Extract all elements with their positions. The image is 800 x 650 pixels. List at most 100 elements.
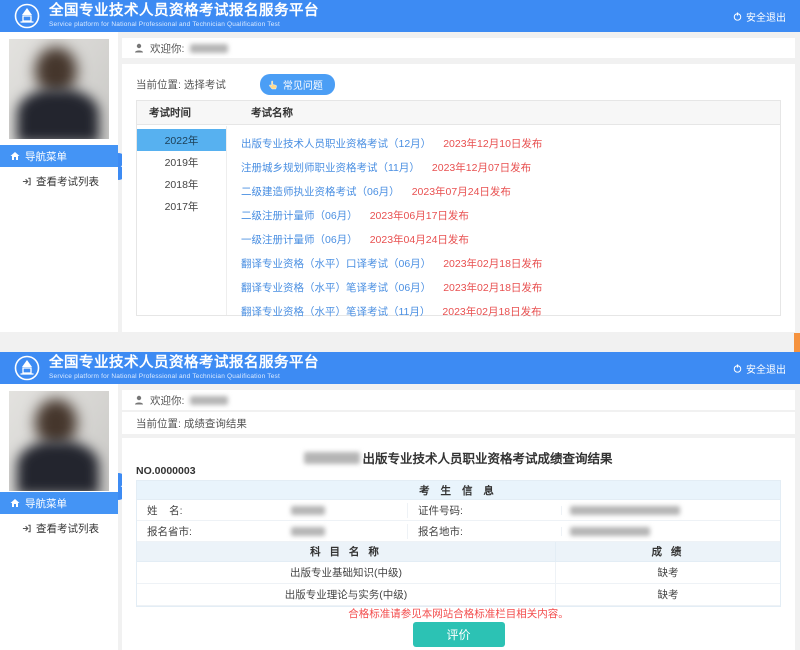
sidebar: 导航菜单 查看考试列表	[0, 384, 118, 650]
username-redacted	[190, 395, 229, 405]
welcome-bar: 欢迎你:	[122, 390, 795, 410]
app-header: 全国专业技术人员资格考试报名服务平台 Service platform for …	[0, 352, 800, 384]
exam-name-link[interactable]: 出版专业技术人员职业资格考试（12月）	[241, 137, 432, 150]
col-header-score: 成 绩	[554, 542, 780, 561]
view-exam-list-label: 查看考试列表	[36, 522, 99, 535]
exam-list-item[interactable]: 出版专业技术人员职业资格考试（12月） 2023年12月10日发布	[241, 131, 780, 155]
serial-number: NO.0000003	[136, 465, 196, 477]
exam-name-link[interactable]: 二级建造师执业资格考试（06月）	[241, 185, 400, 198]
sidebar-item-view-exam-list[interactable]: 查看考试列表	[0, 172, 118, 190]
exam-publish-date: 2023年12月10日发布	[443, 137, 543, 150]
welcome-label: 欢迎你:	[150, 42, 185, 55]
result-title-text: 出版专业技术人员职业资格考试成绩查询结果	[362, 452, 613, 466]
exam-name-link[interactable]: 翻译专业资格（水平）笔译考试（11月）	[241, 305, 431, 318]
exam-publish-date: 2023年02月18日发布	[443, 281, 543, 294]
faq-button[interactable]: 常见问题	[259, 74, 335, 95]
year-item[interactable]: 2018年	[164, 178, 199, 191]
year-item[interactable]: 2019年	[164, 156, 199, 169]
home-icon	[10, 152, 20, 160]
candidate-info-table: 考 生 信 息 姓 名: 证件号码: 报名省市: 报名地市: 科 目 名 称 成…	[136, 480, 781, 607]
user-icon	[135, 395, 143, 405]
exam-name-link[interactable]: 一级注册计量师（06月）	[241, 233, 358, 246]
power-icon	[733, 11, 742, 21]
exam-list-item[interactable]: 翻译专业资格（水平）笔译考试（11月） 2023年02月18日发布	[241, 299, 780, 323]
exam-publish-date: 2023年02月18日发布	[443, 257, 543, 270]
name-label: 姓 名:	[147, 504, 183, 517]
breadcrumb: 当前位置: 选择考试	[136, 79, 226, 91]
page-title: 全国专业技术人员资格考试报名服务平台	[49, 2, 319, 19]
city-label: 报名地市:	[407, 523, 561, 539]
candidate-info-header: 考 生 信 息	[137, 481, 780, 500]
app-header: 全国专业技术人员资格考试报名服务平台 Service platform for …	[0, 0, 800, 32]
sidebar-nav-menu[interactable]: 导航菜单	[0, 492, 118, 514]
exam-name-link[interactable]: 翻译专业资格（水平）笔译考试（06月）	[241, 281, 432, 294]
evaluate-button[interactable]: 评价	[412, 622, 505, 647]
exam-list-item[interactable]: 二级建造师执业资格考试（06月） 2023年07月24日发布	[241, 179, 780, 203]
year-item[interactable]: 2017年	[164, 200, 199, 213]
exam-list-item[interactable]: 翻译专业资格（水平）笔译考试（06月） 2023年02月18日发布	[241, 275, 780, 299]
year-list: 2022年 2019年 2018年 2017年	[137, 126, 227, 315]
platform-logo-icon	[14, 3, 40, 29]
sidebar-item-view-exam-list[interactable]: 查看考试列表	[0, 519, 118, 537]
city-value-redacted	[570, 526, 651, 536]
logout-button[interactable]: 安全退出	[733, 9, 786, 24]
exam-name-link[interactable]: 翻译专业资格（水平）口译考试（06月）	[241, 257, 432, 270]
nav-menu-label: 导航菜单	[25, 150, 67, 163]
enter-arrow-icon	[22, 524, 31, 532]
result-title: 出版专业技术人员职业资格考试成绩查询结果	[122, 438, 795, 467]
exam-publish-date: 2023年07月24日发布	[411, 185, 511, 198]
id-number-value-redacted	[570, 505, 681, 515]
col-header-exam-time: 考试时间	[149, 107, 191, 119]
name-value-redacted	[291, 505, 326, 515]
nav-menu-label: 导航菜单	[25, 497, 67, 510]
id-number-label: 证件号码:	[407, 502, 561, 518]
section-score-result: 全国专业技术人员资格考试报名服务平台 Service platform for …	[0, 352, 800, 650]
subject-row: 出版专业理论与实务(中级) 缺考	[137, 584, 780, 606]
exam-list-item[interactable]: 注册城乡规划师职业资格考试（11月） 2023年12月07日发布	[241, 155, 780, 179]
subject-name: 出版专业基础知识(中级)	[289, 567, 402, 579]
home-icon	[10, 499, 20, 507]
section-exam-selection: 全国专业技术人员资格考试报名服务平台 Service platform for …	[0, 0, 800, 352]
logout-label: 安全退出	[746, 12, 786, 24]
col-header-exam-name: 考试名称	[251, 107, 293, 119]
sidebar-nav-menu[interactable]: 导航菜单	[0, 145, 118, 167]
exam-list: 出版专业技术人员职业资格考试（12月） 2023年12月10日发布 注册城乡规划…	[227, 126, 780, 318]
subject-score: 缺考	[554, 562, 780, 583]
breadcrumb: 当前位置: 成绩查询结果	[122, 412, 795, 434]
exam-publish-date: 2023年04月24日发布	[369, 233, 469, 246]
exam-list-item[interactable]: 翻译专业资格（水平）口译考试（06月） 2023年02月18日发布	[241, 251, 780, 275]
subject-score: 缺考	[554, 584, 780, 605]
view-exam-list-label: 查看考试列表	[36, 175, 99, 188]
breadcrumb-label: 当前位置: 成绩查询结果	[136, 417, 247, 430]
username-redacted	[190, 43, 229, 53]
exam-list-item[interactable]: 二级注册计量师（06月） 2023年06月17日发布	[241, 203, 780, 227]
exam-publish-date: 2023年02月18日发布	[442, 305, 542, 318]
user-photo	[9, 391, 109, 491]
exam-publish-date: 2023年12月07日发布	[431, 161, 532, 174]
pass-standard-notice: 合格标准请参见本网站合格标准栏目相关内容。	[348, 608, 569, 620]
score-result-panel: 出版专业技术人员职业资格考试成绩查询结果 NO.0000003 考 生 信 息 …	[122, 438, 795, 650]
year-item[interactable]: 2022年	[137, 129, 226, 151]
province-label: 报名省市:	[147, 525, 192, 538]
user-photo	[9, 39, 109, 139]
exam-list-item[interactable]: 一级注册计量师（06月） 2023年04月24日发布	[241, 227, 780, 251]
sidebar: 导航菜单 查看考试列表	[0, 32, 118, 332]
power-icon	[733, 363, 742, 373]
enter-arrow-icon	[22, 177, 31, 185]
subject-name: 出版专业理论与实务(中级)	[284, 589, 408, 601]
logout-button[interactable]: 安全退出	[733, 361, 786, 376]
col-header-subject-name: 科 目 名 称	[310, 546, 382, 558]
exam-selection-panel: 当前位置: 选择考试 常见问题 考试时间 考试名称 2022年	[122, 64, 795, 332]
exam-name-link[interactable]: 二级注册计量师（06月）	[241, 209, 358, 222]
exam-session-redacted	[304, 451, 361, 464]
page-subtitle: Service platform for National Profession…	[49, 372, 281, 380]
subject-row: 出版专业基础知识(中级) 缺考	[137, 562, 780, 584]
welcome-bar: 欢迎你:	[122, 38, 795, 58]
hand-pointer-icon	[269, 80, 277, 89]
page-subtitle: Service platform for National Profession…	[49, 20, 281, 28]
exam-table: 考试时间 考试名称 2022年 2019年 2018年 2017年	[136, 100, 781, 318]
scrollbar-fragment	[794, 333, 800, 352]
exam-name-link[interactable]: 注册城乡规划师职业资格考试（11月）	[241, 161, 420, 174]
page-title: 全国专业技术人员资格考试报名服务平台	[49, 354, 319, 371]
